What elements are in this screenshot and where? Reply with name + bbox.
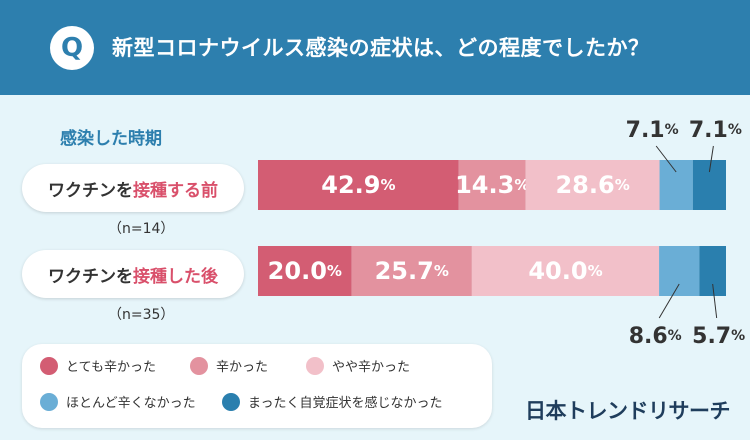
row-sample-size-before: （n=14） — [108, 221, 175, 237]
legend-item: 辛かった — [190, 356, 268, 375]
legend-swatch — [40, 356, 58, 375]
bar-value-label: 14.3% — [455, 171, 529, 199]
legend-swatch — [222, 392, 240, 411]
bar-segment — [471, 246, 660, 296]
legend-label: やや辛かった — [332, 360, 411, 375]
legend-swatch — [306, 356, 324, 375]
bar-segment — [525, 160, 660, 210]
bar-value-label: 7.1% — [689, 118, 742, 143]
bar-segment — [258, 246, 352, 296]
leader-line — [655, 145, 677, 173]
legend-label: ほとんど辛くなかった — [66, 396, 196, 411]
row-label-emphasis: 接種する前 — [133, 180, 218, 201]
legend-item: とても辛かった — [40, 356, 156, 375]
legend-label: とても辛かった — [66, 360, 156, 375]
leader-line — [708, 145, 714, 173]
bar-segment — [351, 246, 472, 296]
legend-item: まったく自覚症状を感じなかった — [222, 392, 442, 411]
row-label-after: ワクチンを 接種した後 — [22, 250, 244, 298]
bar-value-label: 42.9% — [321, 171, 395, 199]
legend-swatch — [190, 356, 208, 375]
header-banner: Q 新型コロナウイルス感染の症状は、どの程度でしたか？ — [0, 0, 750, 95]
bar-value-label: 5.7% — [692, 324, 745, 349]
legend-item: ほとんど辛くなかった — [40, 392, 196, 411]
legend-label: まったく自覚症状を感じなかった — [248, 396, 443, 411]
bar-segment — [699, 246, 726, 296]
leader-line — [658, 283, 680, 319]
bar-segment — [458, 160, 526, 210]
row-label-prefix: ワクチンを — [48, 180, 133, 201]
bar-value-label: 7.1% — [626, 118, 679, 143]
bar-segment — [692, 160, 726, 210]
bar-value-label: 8.6% — [629, 324, 682, 349]
row-label-prefix: ワクチンを — [48, 266, 133, 287]
period-label: 感染した時期 — [60, 129, 162, 149]
legend-swatch — [40, 392, 58, 411]
legend: とても辛かった 辛かった やや辛かった ほとんど辛くなかった まったく自覚症状を… — [22, 344, 492, 428]
bar-value-label: 20.0% — [268, 257, 342, 285]
row-label-before: ワクチンを 接種する前 — [22, 164, 244, 212]
question-title: 新型コロナウイルス感染の症状は、どの程度でしたか？ — [112, 36, 650, 60]
bar-value-label: 28.6% — [555, 171, 629, 199]
bar-value-label: 40.0% — [528, 257, 602, 285]
bar-segment — [659, 246, 700, 296]
leader-line — [712, 283, 718, 319]
bar-segment — [258, 160, 459, 210]
bar-segment — [659, 160, 693, 210]
legend-item: やや辛かった — [306, 356, 410, 375]
legend-label: 辛かった — [216, 360, 269, 375]
question-badge: Q — [50, 26, 94, 70]
brand-logo-text: 日本トレンドリサーチ — [525, 399, 731, 423]
row-sample-size-after: （n=35） — [108, 307, 175, 323]
bar-value-label: 25.7% — [375, 257, 449, 285]
row-label-emphasis: 接種した後 — [133, 266, 218, 287]
